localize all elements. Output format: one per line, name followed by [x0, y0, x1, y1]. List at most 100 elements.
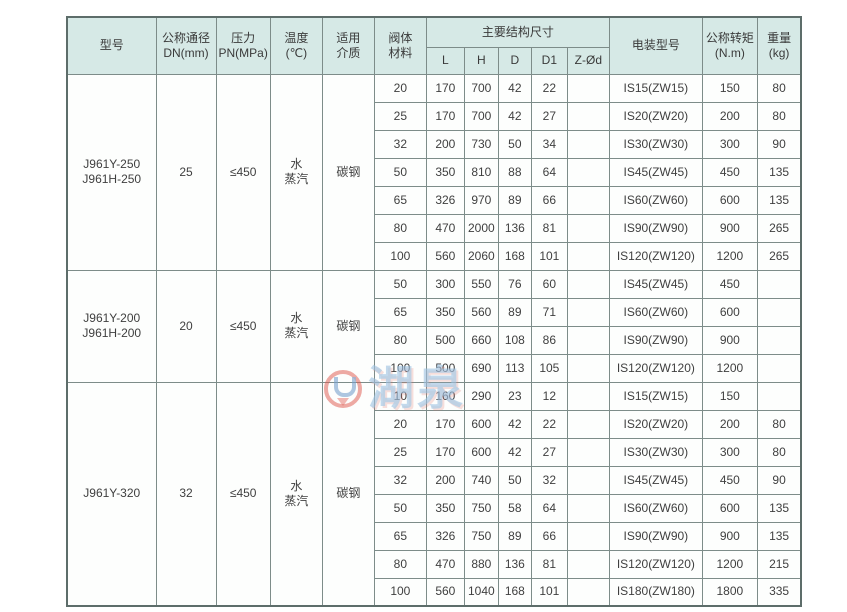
cell-motor-model: IS60(ZW60)	[608, 297, 703, 327]
cell-material: 碳钢	[321, 381, 375, 607]
cell-D1: 66	[530, 185, 568, 215]
cell-H: 560	[463, 297, 499, 327]
cell-weight	[756, 297, 802, 327]
cell-Z-od	[566, 185, 610, 215]
cell-D: 113	[497, 353, 532, 383]
table-row: 65 350 560 89 71 IS60(ZW60) 600	[67, 297, 802, 327]
cell-Z-od	[566, 549, 610, 579]
cell-torque: 600	[701, 297, 758, 327]
cell-weight: 80	[756, 437, 802, 467]
col-header-dim-Z: Z-Ød	[566, 46, 610, 75]
cell-H: 700	[463, 73, 499, 103]
cell-Z-od	[566, 325, 610, 355]
table-row: J961Y-320 32 ≤450 水 蒸汽 碳钢 10 160 290 23 12 IS15(ZW…	[66, 381, 802, 607]
cell-weight: 80	[756, 73, 802, 103]
cell-H: 880	[463, 549, 499, 579]
cell-motor-model: IS60(ZW60)	[608, 493, 703, 523]
cell-D: 89	[497, 297, 532, 327]
cell-D: 168	[497, 241, 532, 271]
col-header-dn: 公称通径 DN(mm)	[155, 16, 217, 75]
cell-Z-od	[566, 101, 610, 131]
cell-D: 136	[497, 549, 532, 579]
cell-pn: 25	[155, 73, 217, 271]
table-row: 25 170 600 42 27 IS30(ZW30) 300 80	[67, 437, 802, 467]
cell-D: 23	[497, 381, 532, 411]
cell-D1: 27	[530, 437, 568, 467]
table-row: 20 170 600 42 22 IS20(ZW20) 200 80	[67, 409, 802, 439]
cell-Z-od	[566, 297, 610, 327]
cell-D1: 32	[530, 465, 568, 495]
cell-D1: 101	[530, 241, 568, 271]
cell-medium: 水 蒸汽	[269, 381, 323, 607]
cell-D: 42	[497, 73, 532, 103]
cell-motor-model: IS90(ZW90)	[608, 521, 703, 551]
cell-D1: 34	[530, 129, 568, 159]
cell-L: 560	[425, 577, 465, 607]
cell-dn: 80	[373, 213, 427, 243]
cell-dn: 100	[373, 353, 427, 383]
cell-dn: 32	[373, 129, 427, 159]
cell-weight: 80	[756, 101, 802, 131]
cell-L: 170	[425, 409, 465, 439]
cell-torque: 150	[701, 381, 758, 411]
cell-dn: 25	[373, 437, 427, 467]
cell-D: 168	[497, 577, 532, 607]
cell-H: 810	[463, 157, 499, 187]
cell-dn: 32	[373, 465, 427, 495]
cell-Z-od	[566, 493, 610, 523]
cell-D1: 81	[530, 549, 568, 579]
cell-motor-model: IS180(ZW180)	[608, 577, 703, 607]
cell-dn: 25	[373, 101, 427, 131]
cell-H: 660	[463, 325, 499, 355]
col-header-dim-H: H	[463, 46, 499, 75]
cell-D: 89	[497, 521, 532, 551]
cell-D: 108	[497, 325, 532, 355]
cell-motor-model: IS120(ZW120)	[608, 241, 703, 271]
cell-L: 200	[425, 465, 465, 495]
cell-temp: ≤450	[215, 269, 271, 383]
cell-dn: 100	[373, 241, 427, 271]
cell-medium: 水 蒸汽	[269, 269, 323, 383]
cell-H: 740	[463, 465, 499, 495]
cell-weight: 335	[756, 577, 802, 607]
col-header-dims-group: 主要结构尺寸	[425, 16, 610, 48]
cell-weight: 90	[756, 129, 802, 159]
table-row: J961Y-200 J961H-200 20 ≤450 水 蒸汽 碳钢 50 300 550 7…	[66, 269, 802, 383]
cell-motor-model: IS90(ZW90)	[608, 213, 703, 243]
cell-weight: 135	[756, 185, 802, 215]
cell-Z-od	[566, 157, 610, 187]
cell-dn: 50	[373, 269, 427, 299]
cell-weight	[756, 381, 802, 411]
cell-H: 1040	[463, 577, 499, 607]
cell-weight: 90	[756, 465, 802, 495]
cell-torque: 150	[701, 73, 758, 103]
cell-L: 350	[425, 493, 465, 523]
cell-torque: 200	[701, 101, 758, 131]
col-header-pn: 压力 PN(MPa)	[215, 16, 271, 75]
cell-L: 170	[425, 73, 465, 103]
cell-L: 160	[425, 381, 465, 411]
cell-L: 300	[425, 269, 465, 299]
cell-dn: 20	[373, 409, 427, 439]
cell-D1: 12	[530, 381, 568, 411]
cell-weight: 265	[756, 241, 802, 271]
col-header-motor: 电装型号	[608, 16, 703, 75]
cell-torque: 1800	[701, 577, 758, 607]
cell-torque: 200	[701, 409, 758, 439]
cell-D1: 27	[530, 101, 568, 131]
cell-weight: 135	[756, 493, 802, 523]
cell-torque: 1200	[701, 353, 758, 383]
cell-torque: 450	[701, 465, 758, 495]
cell-motor-model: IS20(ZW20)	[608, 101, 703, 131]
table-row: 100 500 690 113 105 IS120(ZW120) 1200	[67, 353, 802, 383]
cell-medium: 水 蒸汽	[269, 73, 323, 271]
cell-motor-model: IS30(ZW30)	[608, 437, 703, 467]
table-row: 25 170 700 42 27 IS20(ZW20) 200 80	[67, 101, 802, 131]
cell-weight	[756, 269, 802, 299]
cell-motor-model: IS45(ZW45)	[608, 157, 703, 187]
cell-weight	[756, 325, 802, 355]
cell-H: 600	[463, 409, 499, 439]
table-row: 80 470 880 136 81 IS120(ZW120) 1200 215	[67, 549, 802, 579]
table-row: 32 200 740 50 32 IS45(ZW45) 450 90	[67, 465, 802, 495]
cell-D1: 60	[530, 269, 568, 299]
